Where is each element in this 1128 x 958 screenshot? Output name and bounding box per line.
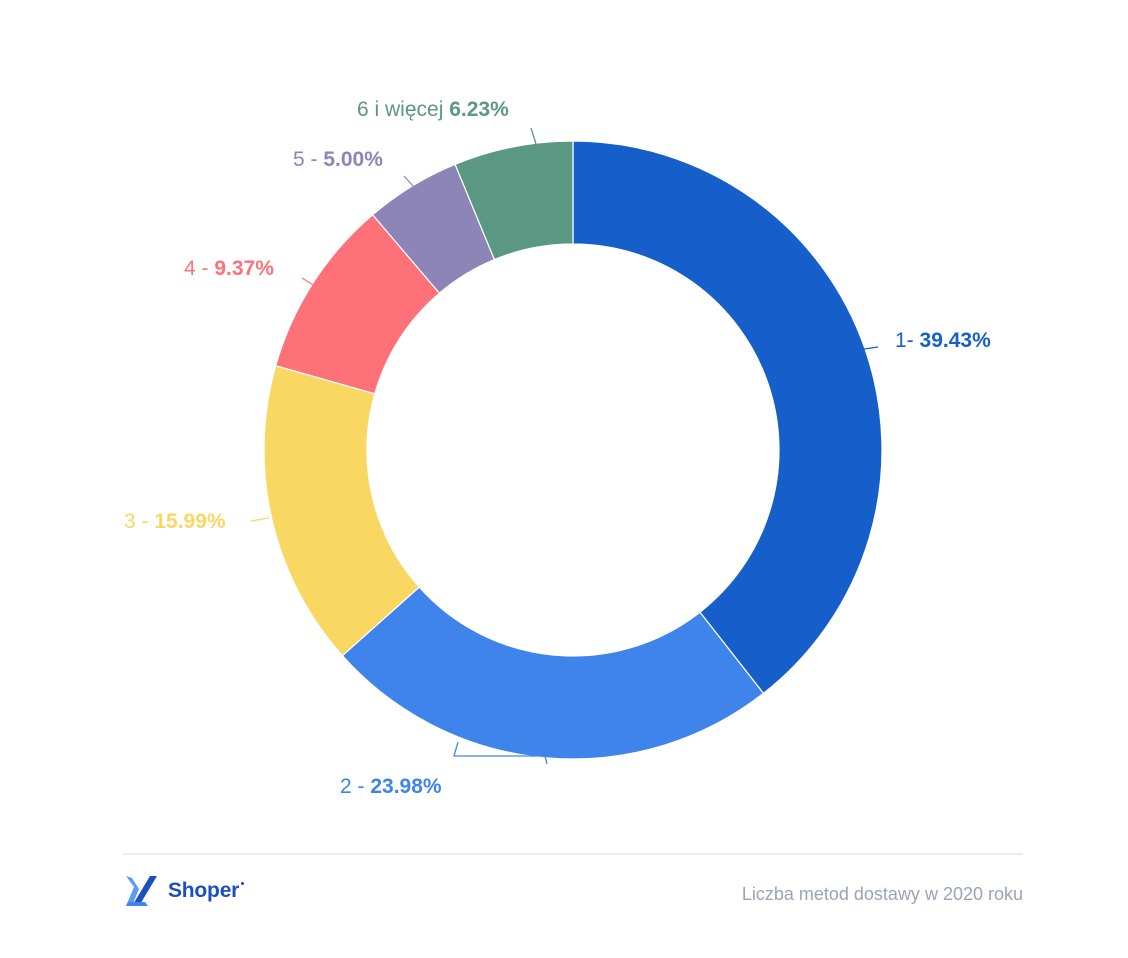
slice-label-prefix: 4 - xyxy=(184,257,215,280)
leader-line-6 xyxy=(530,127,537,145)
donut-slice-6 xyxy=(454,140,574,261)
shoper-logo-icon xyxy=(126,876,157,906)
slice-label-prefix: 5 - xyxy=(293,148,324,171)
leader-line-4 xyxy=(301,277,316,287)
brand-logo: Shoper xyxy=(122,873,245,909)
slice-label-prefix: 6 i więcej xyxy=(357,98,450,121)
footer-divider xyxy=(123,853,1023,855)
slice-label-value: 6.23% xyxy=(449,98,509,121)
slice-label-value: 9.37% xyxy=(214,257,274,280)
donut-slice-1 xyxy=(572,140,883,695)
slice-label-prefix: 1- xyxy=(895,329,920,352)
slice-label-value: 23.98% xyxy=(370,775,442,798)
slice-label-3: 3 - 15.99% xyxy=(124,511,226,532)
slice-label-6: 6 i więcej 6.23% xyxy=(357,99,509,120)
slice-label-value: 39.43% xyxy=(919,329,991,352)
slice-label-prefix: 2 - xyxy=(340,775,371,798)
slice-label-prefix: 3 - xyxy=(124,510,155,533)
leader-line-1 xyxy=(863,346,879,350)
donut-slice-2 xyxy=(341,586,765,760)
chart-caption: Liczba metod dostawy w 2020 roku xyxy=(741,884,1023,904)
leader-line-5 xyxy=(403,175,415,188)
brand-name: Shoper xyxy=(168,879,240,902)
leader-line-2 xyxy=(453,741,548,765)
brand-dot xyxy=(241,881,245,885)
slice-label-2: 2 - 23.98% xyxy=(340,776,442,797)
slice-label-5: 5 - 5.00% xyxy=(293,149,383,170)
slice-label-4: 4 - 9.37% xyxy=(184,258,274,279)
slice-label-value: 5.00% xyxy=(323,148,383,171)
slice-label-value: 15.99% xyxy=(154,510,226,533)
leader-line-3 xyxy=(250,517,270,522)
slice-label-1: 1- 39.43% xyxy=(895,330,991,351)
